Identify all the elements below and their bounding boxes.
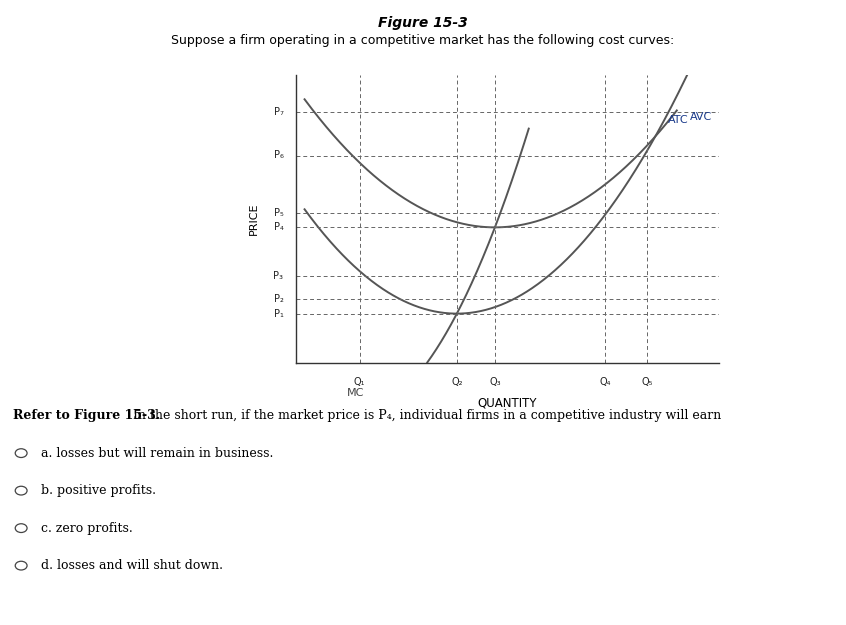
Text: Q₄: Q₄ — [599, 377, 611, 387]
Text: QUANTITY: QUANTITY — [478, 397, 537, 410]
Text: P₄: P₄ — [273, 222, 283, 232]
Text: P₁: P₁ — [273, 309, 283, 319]
Text: P₅: P₅ — [273, 208, 283, 218]
Text: In the short run, if the market price is P₄, individual firms in a competitive i: In the short run, if the market price is… — [129, 409, 722, 422]
Text: Suppose a firm operating in a competitive market has the following cost curves:: Suppose a firm operating in a competitiv… — [172, 34, 674, 48]
Text: Figure 15-3: Figure 15-3 — [378, 16, 468, 29]
Text: AVC: AVC — [689, 112, 711, 123]
Text: Q₁: Q₁ — [354, 377, 365, 387]
Text: P₃: P₃ — [273, 271, 283, 281]
Text: a. losses but will remain in business.: a. losses but will remain in business. — [41, 447, 273, 459]
Text: P₇: P₇ — [273, 107, 283, 118]
Text: Q₅: Q₅ — [641, 377, 653, 387]
Text: Q₃: Q₃ — [489, 377, 501, 387]
Text: Q₂: Q₂ — [451, 377, 463, 387]
Text: c. zero profits.: c. zero profits. — [41, 522, 132, 534]
Text: MC: MC — [347, 388, 365, 398]
Text: PRICE: PRICE — [249, 202, 259, 235]
Text: d. losses and will shut down.: d. losses and will shut down. — [41, 559, 222, 572]
Text: ATC: ATC — [668, 114, 689, 124]
Text: Refer to Figure 15-3.: Refer to Figure 15-3. — [13, 409, 160, 422]
Text: P₂: P₂ — [273, 294, 283, 304]
Text: P₆: P₆ — [273, 151, 283, 161]
Text: b. positive profits.: b. positive profits. — [41, 484, 156, 497]
